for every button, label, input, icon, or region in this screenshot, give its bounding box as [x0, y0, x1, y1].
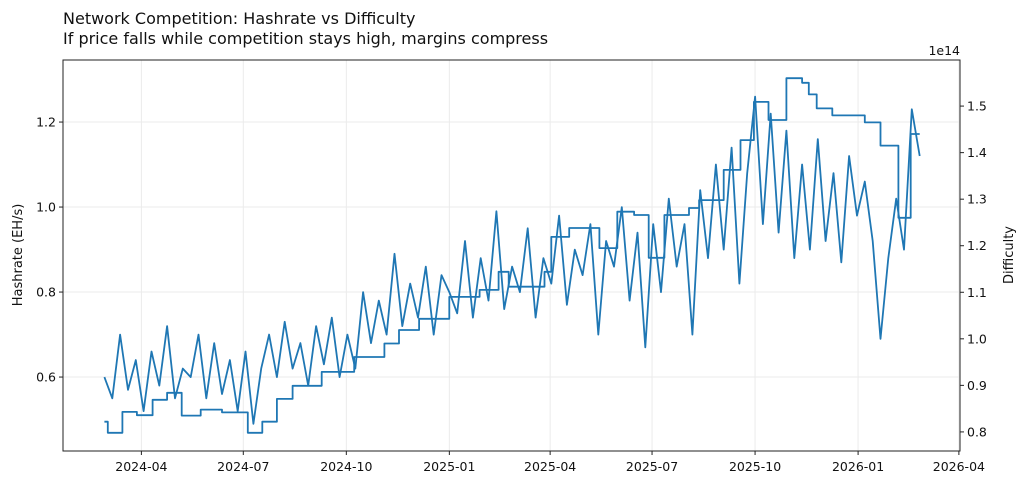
plot-frame	[62, 59, 961, 452]
difficulty-series-line	[104, 77, 920, 434]
x-tick-label: 2025-04	[524, 459, 576, 474]
x-tick-label: 2025-10	[729, 459, 781, 474]
y2-tick-label: 1.3	[967, 192, 987, 207]
y-tick-label: 1.2	[36, 115, 56, 130]
x-tick-label: 2025-07	[626, 459, 678, 474]
chart-subtitle: If price falls while competition stays h…	[63, 29, 548, 48]
y2-tick-label: 1.2	[967, 238, 987, 253]
y2-tick-label: 0.8	[967, 424, 987, 439]
y-tick-label: 0.6	[36, 370, 56, 385]
y2-tick-label: 1.0	[967, 331, 987, 346]
y-tick-label: 1.0	[36, 200, 56, 215]
y-tick-label: 0.8	[36, 285, 56, 300]
y2-tick-label: 1.4	[967, 145, 987, 160]
x-tick-label: 2024-04	[115, 459, 167, 474]
x-tick-label: 2026-01	[832, 459, 884, 474]
y2-tick-label: 1.1	[967, 285, 987, 300]
y2-tick-label: 1.5	[967, 99, 987, 114]
y2-tick-label: 0.9	[967, 378, 987, 393]
chart-title: Network Competition: Hashrate vs Difficu…	[63, 9, 415, 28]
y-axis-label: Hashrate (EH/s)	[11, 204, 26, 307]
x-tick-label: 2024-10	[320, 459, 372, 474]
x-tick-label: 2024-07	[217, 459, 269, 474]
axis-ticks: 2024-04 2024-07 2024-10 2025-01 2025-04 2025-…	[36, 99, 987, 474]
series-lines	[103, 77, 921, 434]
y2-axis-label: Difficulty	[1002, 226, 1017, 284]
gridlines	[63, 60, 960, 451]
x-tick-label: 2025-01	[423, 459, 475, 474]
hashrate-series-line	[103, 95, 921, 425]
x-tick-label: 2026-04	[933, 459, 985, 474]
y2-offset-text: 1e14	[928, 43, 960, 58]
